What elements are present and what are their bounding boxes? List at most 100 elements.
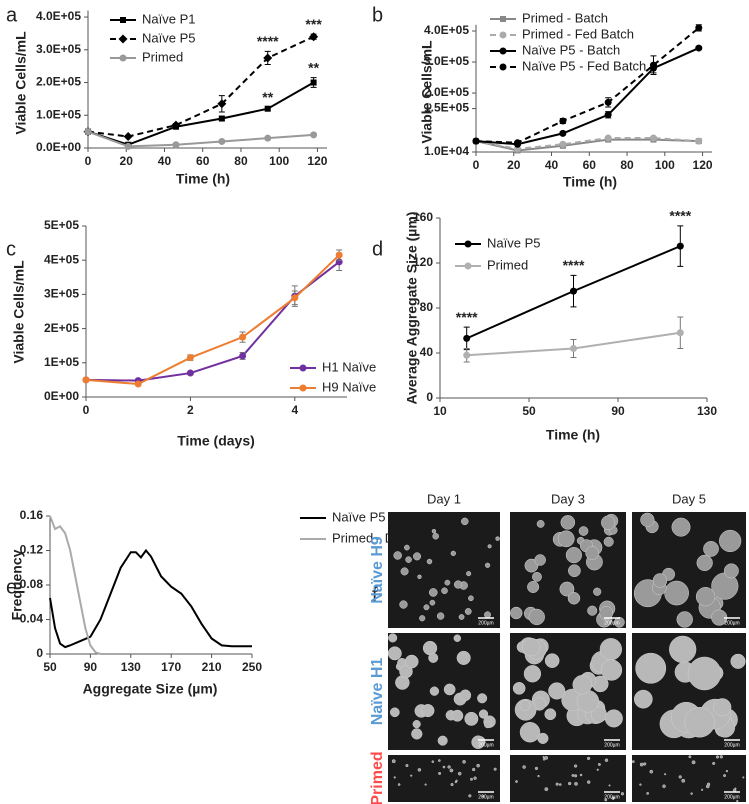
marker bbox=[695, 44, 703, 52]
aggregate bbox=[578, 526, 589, 536]
marker bbox=[499, 31, 507, 39]
aggregate bbox=[544, 708, 557, 721]
aggregate bbox=[560, 515, 576, 530]
aggregate bbox=[725, 769, 729, 773]
marker bbox=[559, 117, 567, 125]
aggregate bbox=[565, 546, 583, 564]
aggregate bbox=[571, 774, 575, 777]
y-tick-label: 0.12 bbox=[20, 543, 44, 557]
aggregate bbox=[534, 766, 539, 771]
panel-label: e bbox=[6, 576, 17, 598]
panel-label: d bbox=[372, 238, 383, 260]
marker bbox=[118, 34, 128, 44]
y-tick-label: 1E+05 bbox=[44, 355, 79, 369]
series-line bbox=[87, 81, 315, 146]
x-axis-title: Time (days) bbox=[177, 433, 255, 449]
series-line bbox=[85, 254, 340, 386]
aggregate bbox=[470, 777, 473, 781]
aggregate bbox=[620, 792, 625, 796]
y-tick-label: 120 bbox=[413, 255, 433, 269]
aggregate bbox=[542, 758, 546, 761]
x-axis-title: Time (h) bbox=[563, 174, 617, 190]
aggregate bbox=[462, 760, 466, 764]
marker bbox=[335, 251, 343, 259]
aggregate bbox=[443, 683, 456, 696]
scale-bar-label: 200µm bbox=[478, 742, 493, 748]
x-tick-label: 0 bbox=[83, 403, 90, 417]
y-tick-label: 3.0E+05 bbox=[424, 54, 469, 68]
aggregate bbox=[457, 771, 462, 776]
aggregate bbox=[432, 532, 439, 540]
aggregate bbox=[586, 756, 591, 761]
column-label: Day 1 bbox=[427, 491, 461, 506]
aggregate bbox=[399, 600, 408, 609]
aggregate bbox=[555, 782, 559, 786]
y-tick-label: 40 bbox=[420, 345, 434, 359]
series-line bbox=[85, 261, 340, 382]
legend-label: Naïve P1 bbox=[142, 11, 195, 26]
aggregate bbox=[542, 756, 545, 759]
aggregate bbox=[604, 798, 608, 802]
significance-label: **** bbox=[257, 33, 279, 49]
series-line bbox=[475, 27, 700, 144]
aggregate bbox=[696, 554, 713, 572]
aggregate bbox=[559, 581, 575, 597]
aggregate bbox=[524, 558, 539, 573]
scale-bar-label: 200µm bbox=[724, 742, 739, 748]
aggregate bbox=[405, 556, 412, 563]
x-tick-label: 60 bbox=[196, 154, 210, 168]
aggregate bbox=[417, 768, 422, 772]
x-tick-label: 50 bbox=[43, 660, 57, 674]
aggregate bbox=[512, 682, 526, 695]
aggregate bbox=[528, 608, 545, 626]
marker bbox=[499, 63, 507, 71]
y-tick-label: 0.0E+00 bbox=[36, 140, 81, 154]
x-tick-label: 100 bbox=[269, 154, 289, 168]
x-tick-label: 130 bbox=[121, 660, 141, 674]
aggregate bbox=[730, 653, 746, 669]
aggregate bbox=[664, 580, 689, 606]
aggregate bbox=[567, 781, 572, 786]
micrograph bbox=[388, 633, 500, 750]
marker bbox=[291, 294, 299, 302]
aggregate bbox=[466, 571, 472, 577]
x-tick-label: 130 bbox=[697, 404, 717, 418]
marker bbox=[310, 131, 318, 139]
aggregate bbox=[574, 774, 578, 778]
marker bbox=[134, 380, 142, 388]
aggregate bbox=[447, 765, 451, 769]
aggregate bbox=[405, 764, 409, 768]
column-label: Day 5 bbox=[672, 491, 706, 506]
x-tick-label: 0 bbox=[473, 158, 480, 172]
x-tick-label: 60 bbox=[583, 158, 597, 172]
marker bbox=[124, 142, 132, 150]
aggregate bbox=[599, 606, 614, 620]
marker bbox=[218, 115, 225, 122]
aggregate bbox=[413, 552, 422, 561]
aggregate bbox=[597, 763, 601, 766]
aggregate bbox=[691, 760, 696, 765]
legend-label: H9 Naïve bbox=[322, 379, 376, 394]
aggregate bbox=[567, 591, 581, 605]
aggregate bbox=[676, 611, 693, 628]
y-tick-label: 4.0E+05 bbox=[36, 9, 81, 23]
aggregate bbox=[423, 604, 430, 611]
scale-bar-label: 200µm bbox=[604, 742, 619, 748]
x-tick-label: 4 bbox=[291, 403, 298, 417]
marker bbox=[559, 140, 567, 148]
aggregate bbox=[633, 689, 653, 709]
aggregate bbox=[713, 698, 732, 717]
aggregate bbox=[387, 646, 402, 661]
marker bbox=[570, 345, 577, 352]
x-tick-label: 2 bbox=[187, 403, 194, 417]
x-tick-label: 210 bbox=[202, 660, 222, 674]
marker bbox=[676, 242, 684, 250]
aggregate bbox=[639, 762, 644, 767]
aggregate bbox=[649, 769, 654, 774]
x-tick-label: 90 bbox=[611, 404, 625, 418]
aggregate bbox=[487, 544, 492, 549]
aggregate bbox=[548, 682, 566, 700]
marker bbox=[463, 334, 471, 342]
aggregate bbox=[453, 580, 463, 589]
legend-label: Naïve P5 - Batch bbox=[522, 42, 620, 57]
